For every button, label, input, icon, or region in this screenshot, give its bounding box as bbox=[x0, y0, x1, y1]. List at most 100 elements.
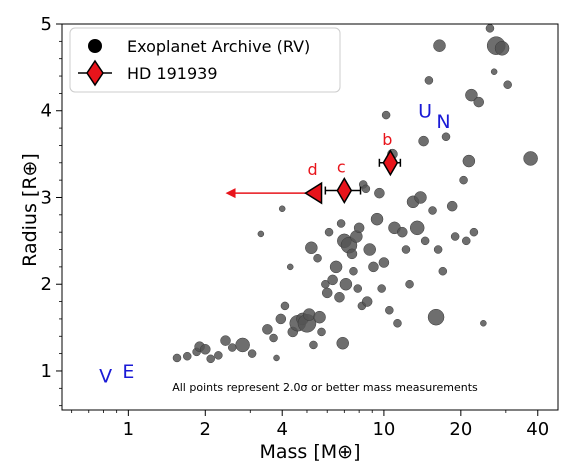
archive-point bbox=[420, 236, 430, 246]
archive-point bbox=[378, 257, 390, 268]
y-tick-label: 3 bbox=[41, 187, 52, 208]
legend-hd-label: HD 191939 bbox=[127, 64, 218, 83]
archive-point bbox=[469, 227, 479, 237]
archive-point bbox=[397, 226, 408, 238]
archive-point bbox=[321, 287, 333, 299]
archive-point bbox=[313, 253, 322, 263]
archive-point bbox=[235, 337, 250, 353]
archive-point bbox=[302, 308, 316, 321]
archive-point bbox=[405, 279, 414, 289]
archive-point bbox=[349, 266, 358, 276]
archive-point bbox=[247, 349, 257, 358]
planet-d-limit-arrow bbox=[225, 188, 236, 199]
archive-point bbox=[428, 206, 437, 215]
planet-b-marker bbox=[382, 149, 399, 177]
x-axis-title: Mass [M⊕] bbox=[259, 441, 360, 463]
archive-point bbox=[446, 200, 458, 212]
archive-point bbox=[278, 205, 286, 213]
solar-planet-N: N bbox=[436, 111, 450, 133]
archive-point bbox=[370, 212, 384, 226]
planet-d-label: d bbox=[307, 160, 317, 179]
solar-planet-U: U bbox=[418, 101, 432, 123]
archive-point bbox=[427, 308, 445, 326]
archive-point bbox=[214, 351, 223, 360]
plot-area: V E U Nb c d bbox=[99, 24, 538, 387]
archive-point bbox=[280, 301, 290, 311]
archive-point bbox=[324, 227, 334, 237]
archive-point bbox=[227, 343, 237, 352]
archive-point bbox=[313, 310, 326, 324]
archive-point bbox=[418, 135, 429, 147]
archive-point bbox=[275, 313, 287, 325]
archive-point bbox=[523, 151, 538, 166]
archive-point bbox=[494, 41, 510, 56]
archive-point bbox=[490, 68, 498, 75]
x-tick-label: 4 bbox=[276, 419, 287, 440]
archive-point bbox=[257, 230, 265, 238]
archive-point bbox=[269, 333, 278, 343]
archive-point bbox=[433, 245, 443, 254]
archive-point bbox=[462, 236, 471, 246]
archive-point bbox=[438, 266, 448, 276]
archive-point bbox=[368, 261, 379, 273]
archive-point bbox=[459, 175, 468, 185]
archive-point bbox=[220, 335, 231, 346]
archive-point bbox=[361, 184, 371, 194]
archive-point bbox=[273, 354, 280, 362]
archive-point bbox=[305, 241, 318, 255]
planet-b-label: b bbox=[382, 130, 392, 149]
archive-point bbox=[465, 88, 478, 102]
archive-point bbox=[473, 96, 484, 108]
y-tick-label: 1 bbox=[41, 361, 52, 382]
archive-point bbox=[334, 291, 345, 303]
x-tick-label: 20 bbox=[449, 419, 472, 440]
archive-point bbox=[503, 80, 512, 89]
archive-point bbox=[200, 344, 211, 355]
archive-point bbox=[409, 220, 425, 236]
x-tick-label: 10 bbox=[372, 419, 395, 440]
x-tick-label: 2 bbox=[200, 419, 211, 440]
archive-point bbox=[336, 219, 346, 228]
x-tick-label: 40 bbox=[526, 419, 549, 440]
y-tick-label: 4 bbox=[41, 101, 52, 122]
archive-point bbox=[480, 320, 487, 327]
mass-measurement-note: All points represent 2.0σ or better mass… bbox=[172, 381, 478, 394]
y-axis-title: Radius [R⊕] bbox=[19, 153, 41, 267]
archive-point bbox=[346, 248, 358, 260]
x-tick-label: 1 bbox=[123, 419, 134, 440]
archive-point bbox=[381, 110, 391, 120]
planet-d-marker bbox=[304, 181, 323, 205]
y-tick-label: 2 bbox=[41, 274, 52, 295]
y-tick-label: 5 bbox=[41, 14, 52, 35]
archive-point bbox=[339, 277, 353, 291]
archive-point bbox=[393, 319, 402, 328]
archive-point bbox=[172, 353, 182, 363]
archive-point bbox=[309, 340, 318, 350]
archive-point bbox=[433, 39, 446, 52]
archive-point bbox=[485, 24, 495, 33]
archive-point bbox=[377, 284, 386, 293]
archive-point bbox=[462, 154, 476, 168]
archive-point bbox=[327, 274, 338, 286]
archive-point bbox=[374, 187, 385, 199]
archive-point bbox=[363, 243, 376, 256]
archive-point bbox=[286, 263, 294, 271]
archive-point bbox=[424, 76, 434, 85]
plot-frame bbox=[61, 23, 559, 411]
archive-point bbox=[361, 296, 373, 307]
planet-c-label: c bbox=[337, 158, 346, 177]
archive-point bbox=[329, 260, 343, 274]
archive-point bbox=[441, 132, 451, 142]
archive-point bbox=[353, 284, 362, 293]
archive-point bbox=[414, 191, 427, 204]
planet-c-marker bbox=[336, 177, 353, 205]
legend-hd-marker bbox=[86, 59, 104, 87]
archive-point bbox=[401, 245, 411, 254]
legend-box bbox=[69, 27, 341, 93]
archive-point bbox=[385, 305, 394, 315]
archive-point bbox=[206, 354, 215, 364]
archive-point bbox=[450, 232, 460, 241]
archive-point bbox=[353, 222, 365, 234]
axes: 1 2 3 4 5 1 2 4 10 20 40 bbox=[41, 14, 559, 440]
